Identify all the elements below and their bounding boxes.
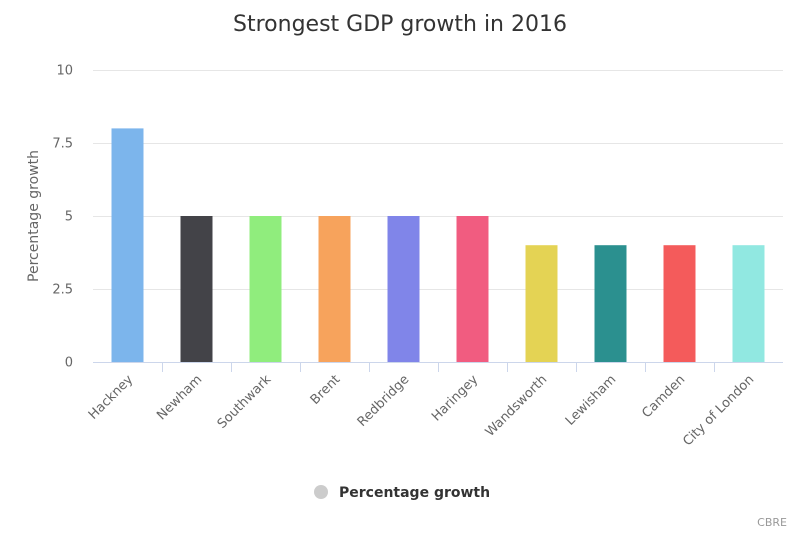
bar-hackney[interactable] bbox=[111, 128, 144, 362]
x-tick-label: Hackney bbox=[86, 372, 137, 423]
x-tick-label: Southwark bbox=[215, 372, 275, 432]
bar-redbridge[interactable] bbox=[387, 216, 420, 362]
y-tick-label: 0 bbox=[65, 356, 73, 371]
y-axis-label: Percentage growth bbox=[26, 150, 42, 282]
bars bbox=[111, 128, 765, 362]
x-tick-label: Redbridge bbox=[355, 372, 413, 430]
bar-haringey[interactable] bbox=[456, 216, 489, 362]
x-tick-label: Wandsworth bbox=[483, 372, 551, 440]
x-tick-label: Lewisham bbox=[563, 372, 620, 429]
x-tick-label: Brent bbox=[308, 372, 344, 408]
bar-southwark[interactable] bbox=[249, 216, 282, 362]
x-tick-label: Newham bbox=[154, 372, 205, 423]
bar-camden[interactable] bbox=[663, 245, 696, 362]
bar-brent[interactable] bbox=[318, 216, 351, 362]
x-axis-ticks: Hackney Newham Southwark Brent Redbridge Hari… bbox=[86, 362, 757, 449]
y-axis-ticks: 0 2.5 5 7.5 10 bbox=[52, 64, 73, 371]
x-tick-label: Camden bbox=[639, 372, 688, 421]
y-tick-label: 7.5 bbox=[52, 137, 73, 152]
bar-newham[interactable] bbox=[180, 216, 213, 362]
x-tick-label: Haringey bbox=[429, 372, 481, 424]
bar-lewisham[interactable] bbox=[594, 245, 627, 362]
x-tick-label: City of London bbox=[680, 372, 757, 449]
bar-wandsworth[interactable] bbox=[525, 245, 558, 362]
y-tick-label: 10 bbox=[56, 64, 73, 79]
legend[interactable]: Percentage growth bbox=[314, 485, 490, 501]
bar-city-of-london[interactable] bbox=[732, 245, 765, 362]
legend-marker bbox=[314, 485, 328, 499]
y-tick-label: 2.5 bbox=[52, 283, 73, 298]
chart-title: Strongest GDP growth in 2016 bbox=[233, 12, 567, 37]
chart-credit[interactable]: CBRE bbox=[757, 516, 787, 529]
y-tick-label: 5 bbox=[65, 210, 73, 225]
legend-label: Percentage growth bbox=[339, 485, 490, 501]
